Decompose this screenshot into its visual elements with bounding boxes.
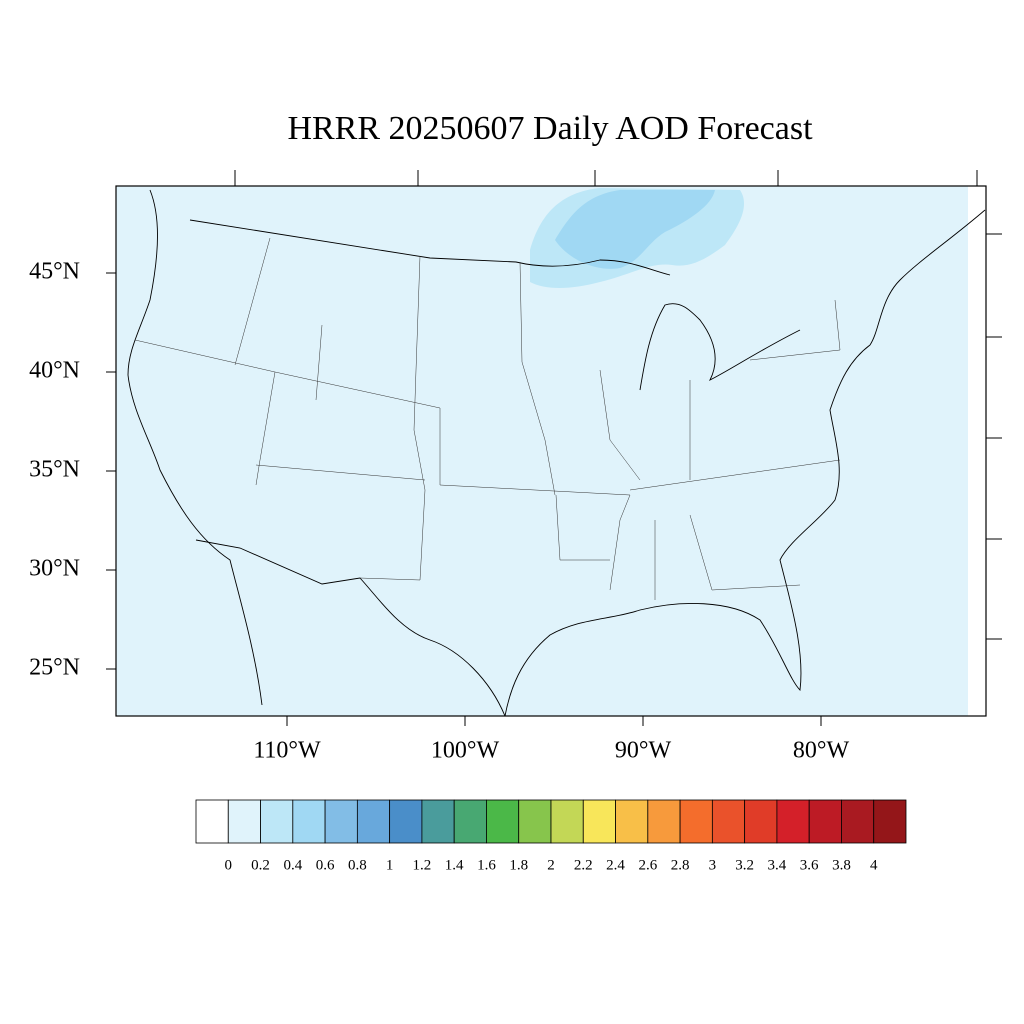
tick-marks [106, 170, 1002, 726]
lon-label: 80°W [793, 738, 850, 764]
colorbar-label: 3.4 [768, 857, 787, 873]
colorbar-box [195, 799, 229, 844]
colorbar-label: 2.8 [671, 857, 690, 873]
colorbar-box [550, 799, 584, 844]
colorbar-box [711, 799, 746, 844]
colorbar-label: 2.4 [606, 857, 625, 873]
colorbar-label: 2.2 [574, 857, 593, 873]
colorbar-label: 1.4 [445, 857, 464, 873]
lon-label: 110°W [253, 738, 321, 764]
colorbar-box [486, 799, 520, 844]
colorbar-label: 0.8 [348, 857, 367, 873]
west-coast [127, 189, 263, 706]
canada-border [189, 219, 671, 276]
colorbar-label: 3.2 [735, 857, 754, 873]
great-lakes [639, 303, 801, 391]
colorbar-box [744, 799, 778, 844]
colorbar-box [324, 799, 358, 844]
colorbar-label: 1.2 [413, 857, 432, 873]
colorbar-box [873, 799, 907, 844]
colorbar: 0 0.2 0.4 0.6 0.8 1 1.2 1.4 1.6 1.8 2 2.2 2.4 2.6 2.8 3… [195, 799, 907, 873]
colorbar-box [808, 799, 842, 844]
colorbar-box [679, 799, 713, 844]
colorbar-box [582, 799, 616, 844]
colorbar-box [615, 799, 649, 844]
colorbar-label: 1.6 [477, 857, 496, 873]
no-data-strip [968, 186, 986, 716]
colorbar-box [260, 799, 294, 844]
gulf-east-coast [504, 209, 986, 717]
colorbar-label: 2.6 [638, 857, 657, 873]
coastlines [127, 189, 986, 717]
colorbar-box [776, 799, 810, 844]
title: HRRR 20250607 Daily AOD Forecast [287, 110, 813, 147]
colorbar-label: 3.6 [800, 857, 819, 873]
colorbar-label: 0.4 [283, 857, 302, 873]
colorbar-label: 0.2 [251, 857, 270, 873]
colorbar-label: 3.8 [832, 857, 851, 873]
colorbar-label: 1 [386, 857, 394, 873]
lat-label: 35°N [29, 457, 80, 483]
colorbar-box [356, 799, 391, 844]
state-lines [134, 237, 841, 600]
colorbar-label: 2 [547, 857, 555, 873]
lon-label: 100°W [431, 738, 500, 764]
colorbar-label: 4 [870, 857, 878, 873]
aod-plume-inner [555, 190, 715, 269]
colorbar-box [453, 799, 487, 844]
colorbar-label: 3 [709, 857, 717, 873]
colorbar-label: 0.6 [316, 857, 335, 873]
map-frame [115, 185, 987, 717]
lat-label: 45°N [29, 259, 80, 285]
state-borders [134, 237, 841, 600]
colorbar-box [389, 799, 423, 844]
lat-label: 25°N [29, 655, 80, 681]
colorbar-label: 1.8 [509, 857, 528, 873]
mexico-border [195, 539, 506, 717]
colorbar-box [841, 799, 875, 844]
lat-label: 40°N [29, 358, 80, 384]
colorbar-label: 0 [225, 857, 233, 873]
lat-label: 30°N [29, 556, 80, 582]
colorbar-box [647, 799, 681, 844]
colorbar-box [421, 799, 455, 844]
axis-labels: 45°N 40°N 35°N 30°N 25°N 110°W 100°W 90°W 80°W [29, 259, 849, 764]
map-panel [106, 170, 1002, 726]
ticks [106, 170, 1002, 726]
lon-label: 90°W [615, 738, 672, 764]
colorbar-box [518, 799, 552, 844]
colorbar-box [292, 799, 326, 844]
colorbar-box [227, 799, 261, 844]
